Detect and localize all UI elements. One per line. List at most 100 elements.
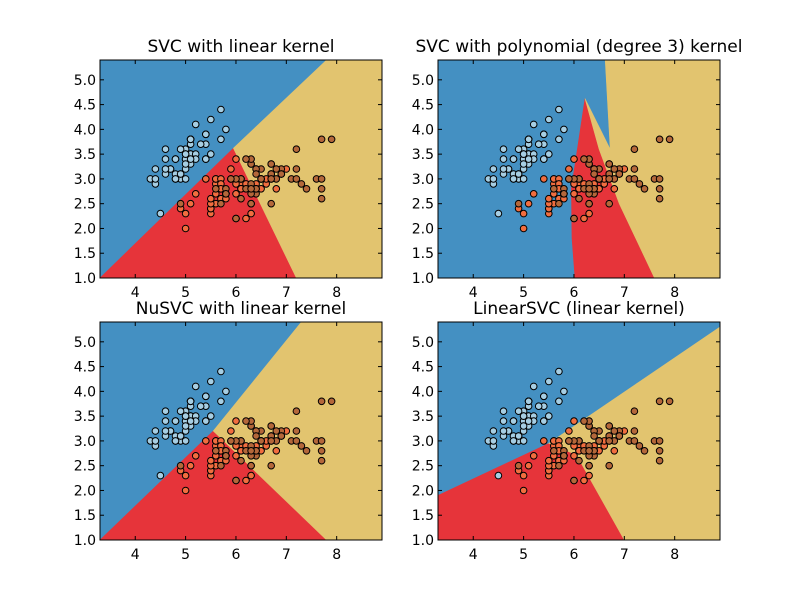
data-point-class-0 — [202, 417, 210, 425]
y-tick-label: 2.0 — [412, 221, 434, 237]
data-point-class-0 — [186, 417, 195, 425]
axes-frame — [437, 59, 721, 279]
data-point-class-0 — [217, 397, 225, 406]
x-tick-label: 4 — [131, 285, 140, 301]
y-tick-label: 2.5 — [74, 459, 96, 475]
data-point-class-2 — [595, 437, 603, 445]
data-point-class-2 — [242, 155, 250, 163]
data-point-class-2 — [655, 456, 664, 465]
data-point-class-2 — [292, 145, 301, 153]
data-point-class-0 — [560, 387, 568, 396]
data-point-class-0 — [176, 432, 185, 440]
data-point-class-2 — [267, 160, 276, 168]
data-point-class-0 — [176, 170, 185, 178]
data-point-class-1 — [540, 437, 548, 445]
data-point-class-0 — [176, 407, 185, 416]
data-point-class-2 — [655, 175, 664, 183]
data-point-class-1 — [272, 447, 281, 455]
plot-area — [438, 322, 720, 540]
x-tick-label: 6 — [232, 547, 241, 563]
data-point-class-0 — [524, 397, 533, 406]
data-point-class-2 — [277, 432, 286, 440]
data-point-class-0 — [151, 427, 160, 435]
x-tick-label: 5 — [519, 285, 528, 301]
data-point-class-0 — [519, 175, 528, 183]
data-point-class-0 — [196, 140, 205, 148]
data-point-class-0 — [489, 165, 498, 173]
data-point-class-0 — [499, 417, 508, 425]
data-point-class-0 — [489, 427, 498, 435]
x-tick-label: 6 — [232, 285, 241, 301]
x-tick-label: 4 — [469, 547, 478, 563]
data-point-class-2 — [217, 461, 225, 470]
data-point-class-1 — [232, 190, 240, 198]
y-tick-label: 5.0 — [412, 73, 434, 89]
subplot-title: SVC with polynomial (degree 3) kernel — [416, 37, 743, 57]
subplot-title: LinearSVC (linear kernel) — [473, 299, 685, 319]
data-point-class-2 — [317, 456, 326, 465]
data-point-class-0 — [499, 427, 508, 435]
data-point-class-2 — [585, 199, 593, 208]
y-tick-label: 3.0 — [74, 172, 96, 188]
data-point-class-1 — [227, 165, 235, 173]
data-point-class-1 — [524, 199, 533, 208]
y-tick-label: 4.0 — [74, 384, 96, 400]
data-point-class-1 — [545, 456, 553, 465]
data-point-class-2 — [565, 175, 573, 183]
x-tick-label: 8 — [670, 547, 679, 563]
data-point-class-1 — [247, 471, 255, 480]
x-tick-label: 4 — [469, 285, 478, 301]
data-point-class-0 — [151, 165, 160, 173]
data-point-class-2 — [575, 194, 583, 203]
data-point-class-1 — [585, 209, 593, 218]
data-point-class-0 — [217, 367, 225, 376]
data-point-class-2 — [292, 427, 301, 435]
data-point-class-2 — [176, 199, 185, 208]
data-point-class-2 — [212, 185, 220, 193]
axes-frame — [99, 59, 383, 279]
data-point-class-0 — [545, 412, 553, 420]
y-tick-label: 2.0 — [74, 221, 96, 237]
data-point-class-1 — [242, 214, 250, 223]
data-point-class-2 — [570, 214, 578, 223]
data-point-class-0 — [181, 437, 190, 445]
data-point-class-0 — [514, 170, 523, 178]
data-point-class-0 — [509, 417, 518, 425]
y-tick-label: 3.5 — [412, 147, 434, 163]
data-point-class-0 — [161, 145, 170, 153]
data-point-class-0 — [499, 155, 508, 163]
data-point-class-1 — [610, 447, 619, 455]
y-tick-label: 3.5 — [74, 147, 96, 163]
data-point-class-0 — [534, 402, 543, 411]
data-point-class-0 — [171, 437, 180, 445]
data-point-class-1 — [191, 190, 200, 198]
data-point-class-0 — [161, 155, 170, 163]
data-point-class-0 — [514, 407, 523, 416]
data-point-class-1 — [565, 165, 573, 173]
y-tick-label: 2.5 — [74, 197, 96, 213]
subplot-4: 4 5 6 7 8 1.0 1.5 2.0 2.5 3.0 3.5 4.0 4.5 5.0 LinearSV… — [412, 299, 721, 563]
data-point-class-2 — [267, 461, 276, 470]
data-point-class-1 — [207, 194, 215, 203]
data-point-class-2 — [317, 194, 326, 203]
data-point-class-1 — [181, 224, 190, 233]
y-tick-label: 2.5 — [412, 459, 434, 475]
data-point-class-1 — [519, 224, 528, 233]
data-point-class-1 — [519, 209, 528, 218]
data-point-class-0 — [555, 367, 563, 376]
data-point-class-0 — [202, 392, 210, 401]
plot-area — [100, 322, 382, 540]
data-point-class-2 — [630, 437, 639, 445]
data-point-class-0 — [171, 175, 180, 183]
data-point-class-2 — [237, 456, 245, 465]
data-point-class-2 — [635, 442, 644, 450]
data-point-class-0 — [161, 427, 170, 435]
data-point-class-2 — [297, 180, 306, 188]
data-point-class-0 — [186, 135, 195, 144]
data-point-class-2 — [565, 437, 573, 445]
y-tick-label: 4.5 — [412, 360, 434, 376]
data-point-class-2 — [222, 452, 230, 460]
data-point-class-2 — [317, 135, 326, 144]
data-point-class-2 — [267, 437, 276, 445]
